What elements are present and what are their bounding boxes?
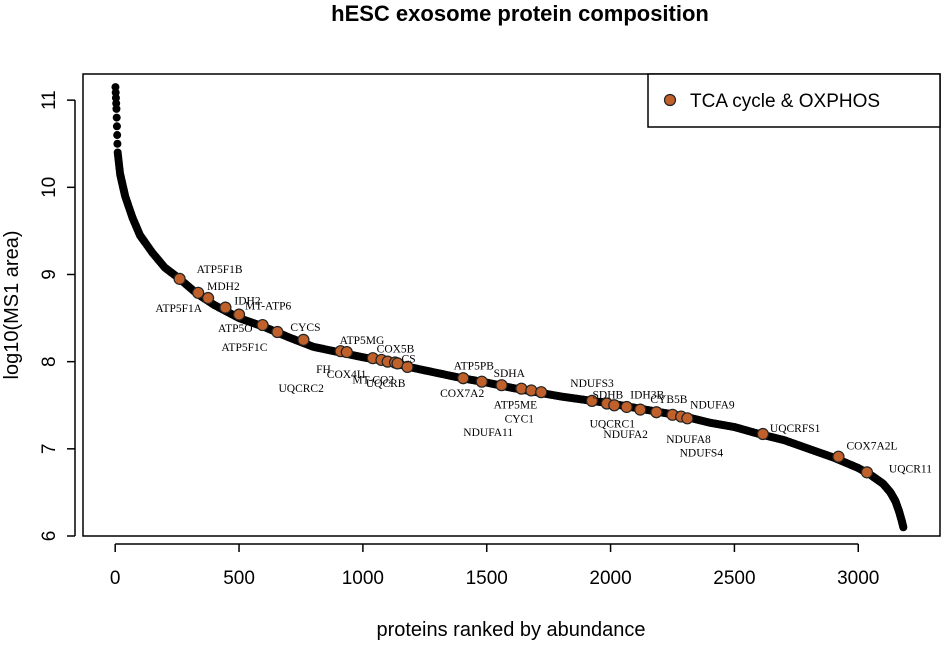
background-point	[112, 104, 121, 113]
background-point	[112, 122, 121, 131]
point-label-cycs: CYCS	[290, 322, 320, 334]
highlight-point-uqcrb	[401, 360, 414, 373]
point-label-ndufa8: NDUFA8	[666, 434, 711, 446]
point-label-fh: FH	[316, 364, 331, 376]
point-label-ndufa11: NDUFA11	[463, 427, 513, 439]
highlight-point-cyb5b	[650, 406, 663, 419]
point-label-cox7a2l: COX7A2L	[846, 441, 897, 453]
highlight-point-mt-atp6	[232, 308, 246, 321]
y-tick-label: 6	[39, 531, 60, 542]
point-label-sdha: SDHA	[494, 368, 526, 380]
x-tick-label: 1000	[342, 568, 384, 589]
y-tick-label: 9	[39, 269, 60, 280]
point-label-ndufa9: NDUFA9	[690, 400, 735, 412]
point-label-ndufs3: NDUFS3	[570, 378, 614, 390]
x-tick-label: 1500	[466, 568, 508, 589]
point-label-idh2: IDH2	[234, 296, 260, 308]
highlight-point-uqcrc1	[608, 399, 621, 412]
point-label-ndufa2: NDUFA2	[603, 429, 648, 441]
y-axis: 6 7 8 9 10 11	[39, 90, 76, 542]
point-label-atp5f1c: ATP5F1C	[221, 342, 267, 354]
point-label-atp5mg: ATP5MG	[340, 335, 385, 347]
highlight-point-atp5f1a	[201, 291, 215, 305]
highlight-point-ndufa11	[535, 386, 548, 399]
point-label-ndufs4: NDUFS4	[680, 447, 724, 459]
point-label-atp5o: ATP5O	[218, 323, 253, 335]
point-label-uqcr11: UQCR11	[889, 463, 932, 475]
y-axis-label: log10(MS1 area)	[1, 231, 23, 380]
chart-title: hESC exosome protein composition	[331, 1, 709, 26]
point-label-atp5me: ATP5ME	[494, 400, 537, 412]
highlight-point-atp5f1c	[297, 333, 310, 346]
highlight-point-uqcr11	[860, 466, 874, 479]
highlight-point-fh	[340, 345, 353, 359]
highlight-point-cycs	[271, 325, 284, 339]
point-label-cox7a2: COX7A2	[440, 388, 484, 400]
highlight-point-atp5o	[256, 318, 269, 332]
point-label-atp5f1b: ATP5F1B	[197, 264, 243, 276]
plot-frame	[82, 73, 941, 537]
y-tick-label: 10	[39, 177, 60, 198]
point-label-cox4i1: COX4I1	[327, 369, 367, 381]
highlight-point-ndufs4	[681, 412, 694, 425]
x-tick-label: 0	[110, 568, 121, 589]
point-label-atp5pb: ATP5PB	[454, 361, 495, 373]
point-label-cox5b: COX5B	[377, 344, 415, 356]
highlight-point-atp5f1b	[173, 272, 186, 285]
point-label-idh3b: IDH3B	[630, 390, 664, 402]
x-axis-label: proteins ranked by abundance	[376, 619, 645, 641]
highlight-point-atp5me	[515, 382, 528, 395]
point-label-cs: CS	[402, 353, 416, 365]
legend: TCA cycle & OXPHOS	[647, 73, 941, 128]
point-label-uqcrc1: UQCRC1	[590, 418, 636, 430]
highlight-point-idh3b	[634, 403, 647, 416]
highlight-point-idh2	[219, 301, 232, 314]
legend-box	[647, 73, 941, 128]
background-point	[112, 113, 121, 122]
highlight-point-atp5pb	[475, 375, 488, 388]
point-label-mt-atp6: MT-ATP6	[245, 301, 291, 313]
highlight-point-cox7a2	[457, 372, 470, 385]
legend-marker	[663, 93, 677, 107]
highlight-point-uqcrfs1	[756, 427, 770, 441]
y-tick-label: 8	[39, 356, 60, 367]
x-tick-label: 2500	[713, 568, 755, 589]
point-label-cyc1: CYC1	[505, 413, 535, 425]
highlight-point-ndufs3	[585, 394, 599, 407]
point-label-uqcrfs1: UQCRFS1	[770, 423, 821, 435]
highlight-point-sdha	[495, 379, 508, 392]
point-label-sdhb: SDHB	[593, 390, 624, 402]
background-point	[899, 523, 908, 532]
highlight-point-cyc1	[525, 384, 538, 397]
y-tick-label: 7	[39, 444, 60, 455]
background-point	[113, 131, 122, 140]
x-tick-label: 3000	[837, 568, 879, 589]
legend-entry-label: TCA cycle & OXPHOS	[690, 91, 880, 112]
x-tick-label: 500	[223, 568, 255, 589]
point-label-mdh2: MDH2	[207, 281, 240, 293]
highlight-points	[173, 272, 874, 479]
point-label-uqcrb: UQCRB	[366, 378, 406, 390]
y-tick-label: 11	[39, 90, 60, 110]
highlight-point-ndufa2	[620, 400, 633, 414]
point-label-mt-co2: MT-CO2	[352, 375, 394, 387]
highlight-point-mdh2	[192, 286, 205, 299]
background-point	[113, 139, 122, 148]
point-label-atp5f1a: ATP5F1A	[155, 303, 202, 315]
point-label-cyb5b: CYB5B	[650, 394, 687, 406]
highlight-point-cox7a2l	[832, 450, 845, 463]
point-label-uqcrc2: UQCRC2	[278, 383, 324, 395]
x-tick-label: 2000	[589, 568, 631, 589]
x-axis: 0 500 1000 1500 2000 2500 3000	[110, 543, 879, 589]
